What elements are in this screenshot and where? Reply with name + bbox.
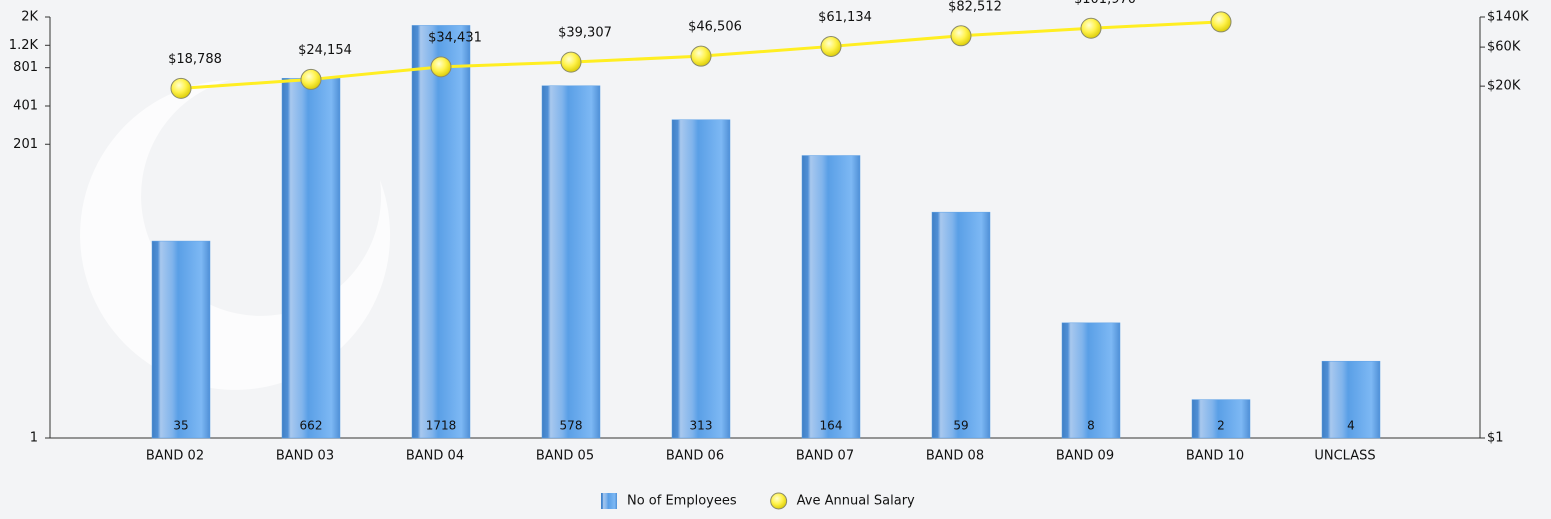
watermark <box>80 80 391 390</box>
y2-tick-label: $1 <box>1487 431 1504 446</box>
legend-label: No of Employees <box>627 494 737 509</box>
x-tick-label: BAND 10 <box>1186 449 1244 464</box>
bar-value-label: 4 <box>1347 419 1355 433</box>
y-tick-label: 401 <box>13 99 38 114</box>
bar-value-label: 662 <box>300 419 323 433</box>
bar <box>801 155 861 439</box>
y-tick-label: 1 <box>30 431 38 446</box>
bar <box>281 77 341 439</box>
bar-value-label: 2 <box>1217 419 1225 433</box>
line-marker <box>690 45 712 67</box>
line-value-label: $46,506 <box>688 20 742 35</box>
line-value-label: $18,788 <box>168 52 222 67</box>
bar <box>411 25 471 439</box>
x-tick-label: BAND 04 <box>406 449 464 464</box>
y2-tick-label: $60K <box>1487 40 1521 55</box>
line-marker <box>170 77 192 99</box>
bar <box>1321 360 1381 439</box>
line-marker <box>560 51 582 73</box>
bar <box>1191 399 1251 439</box>
x-tick-label: BAND 08 <box>926 449 984 464</box>
y2-tick-label: $140K <box>1487 10 1529 25</box>
bar-value-label: 313 <box>690 419 713 433</box>
bar-value-label: 164 <box>820 419 843 433</box>
legend-swatch <box>601 493 617 509</box>
legend-label: Ave Annual Salary <box>797 494 915 509</box>
bar <box>931 211 991 439</box>
x-tick-label: BAND 05 <box>536 449 594 464</box>
x-tick-label: UNCLASS <box>1314 449 1375 464</box>
x-tick-label: BAND 02 <box>146 449 204 464</box>
y-tick-label: 801 <box>13 60 38 75</box>
bar <box>541 85 601 439</box>
x-tick-label: BAND 03 <box>276 449 334 464</box>
bar-value-label: 1718 <box>426 419 457 433</box>
legend-swatch <box>770 492 788 510</box>
y2-tick-label: $20K <box>1487 79 1521 94</box>
line-marker <box>820 35 842 57</box>
line-marker <box>430 56 452 78</box>
x-tick-label: BAND 07 <box>796 449 854 464</box>
y-tick-label: 2K <box>21 10 38 25</box>
y-tick-label: 1.2K <box>9 38 39 53</box>
line-value-label: $24,154 <box>298 43 352 58</box>
x-tick-label: BAND 09 <box>1056 449 1114 464</box>
line-marker <box>950 25 972 47</box>
line-value-label: $101,970 <box>1074 0 1136 7</box>
line-value-label: $34,431 <box>428 30 482 45</box>
line-marker <box>300 68 322 90</box>
bar-value-label: 578 <box>560 419 583 433</box>
line-value-label: $61,134 <box>818 10 872 25</box>
bar <box>671 119 731 439</box>
bar <box>1061 322 1121 439</box>
bar-value-label: 59 <box>953 419 968 433</box>
bar <box>151 240 211 439</box>
y-tick-label: 201 <box>13 137 38 152</box>
line-value-label: $39,307 <box>558 26 612 41</box>
x-tick-label: BAND 06 <box>666 449 724 464</box>
line-value-label: $82,512 <box>948 0 1002 14</box>
line-marker <box>1210 11 1232 33</box>
bar-value-label: 35 <box>173 419 188 433</box>
line-marker <box>1080 17 1102 39</box>
bar-value-label: 8 <box>1087 419 1095 433</box>
